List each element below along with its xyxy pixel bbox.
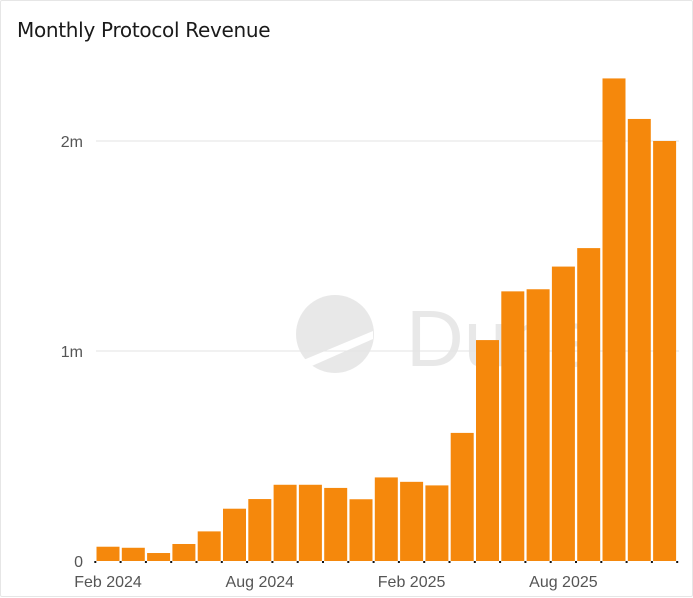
bar: [400, 481, 424, 561]
x-tick-label: Feb 2024: [74, 574, 142, 591]
x-tick-mark: [423, 561, 426, 563]
x-tick-mark: [119, 561, 122, 563]
bar: [223, 508, 246, 561]
bar: [577, 248, 601, 561]
x-tick-mark: [575, 561, 577, 563]
dune-logo-slash: [301, 331, 373, 369]
x-tick-mark: [448, 561, 451, 563]
y-tick-label: 2m: [61, 134, 83, 151]
bar: [324, 487, 348, 561]
bar: [653, 141, 677, 561]
bar: [425, 485, 449, 561]
bar: [374, 477, 398, 561]
x-tick-label: Aug 2025: [529, 574, 598, 591]
bar: [273, 484, 297, 561]
bar: [121, 547, 145, 561]
x-tick-mark: [271, 561, 274, 563]
x-tick-mark: [94, 561, 97, 563]
chart-title: Monthly Protocol Revenue: [17, 18, 271, 42]
bar: [349, 499, 373, 561]
bar: [248, 499, 272, 561]
x-tick-mark: [296, 561, 299, 563]
x-tick-mark: [372, 561, 375, 563]
bar: [147, 553, 171, 561]
x-tick-mark: [246, 561, 249, 563]
x-tick-mark: [220, 561, 223, 563]
y-tick-label: 0: [74, 554, 83, 571]
x-tick-mark: [347, 561, 350, 563]
bar: [551, 266, 575, 561]
x-tick-mark: [676, 561, 679, 563]
bar: [96, 546, 120, 561]
x-tick-mark: [144, 561, 147, 563]
bar: [172, 543, 196, 561]
x-tick-mark: [650, 561, 653, 563]
x-tick-label: Aug 2024: [226, 574, 295, 591]
x-tick-mark: [524, 561, 527, 563]
x-tick-mark: [473, 561, 476, 563]
bar: [298, 484, 322, 561]
bar: [602, 78, 626, 562]
bar: [627, 118, 651, 561]
x-tick-mark: [625, 561, 628, 563]
x-tick-mark: [397, 561, 400, 563]
bar: [501, 291, 525, 561]
dune-logo-icon: [296, 295, 374, 373]
x-tick-mark: [322, 561, 324, 563]
x-tick-mark: [499, 561, 502, 563]
bar: [197, 531, 221, 561]
bar: [476, 340, 499, 561]
x-tick-mark: [549, 561, 552, 563]
x-tick-label: Feb 2025: [378, 574, 446, 591]
bar: [450, 432, 474, 561]
bar: [526, 289, 550, 561]
y-tick-label: 1m: [61, 344, 83, 361]
x-tick-mark: [170, 561, 173, 563]
x-tick-mark: [195, 561, 198, 563]
x-tick-mark: [600, 561, 603, 563]
